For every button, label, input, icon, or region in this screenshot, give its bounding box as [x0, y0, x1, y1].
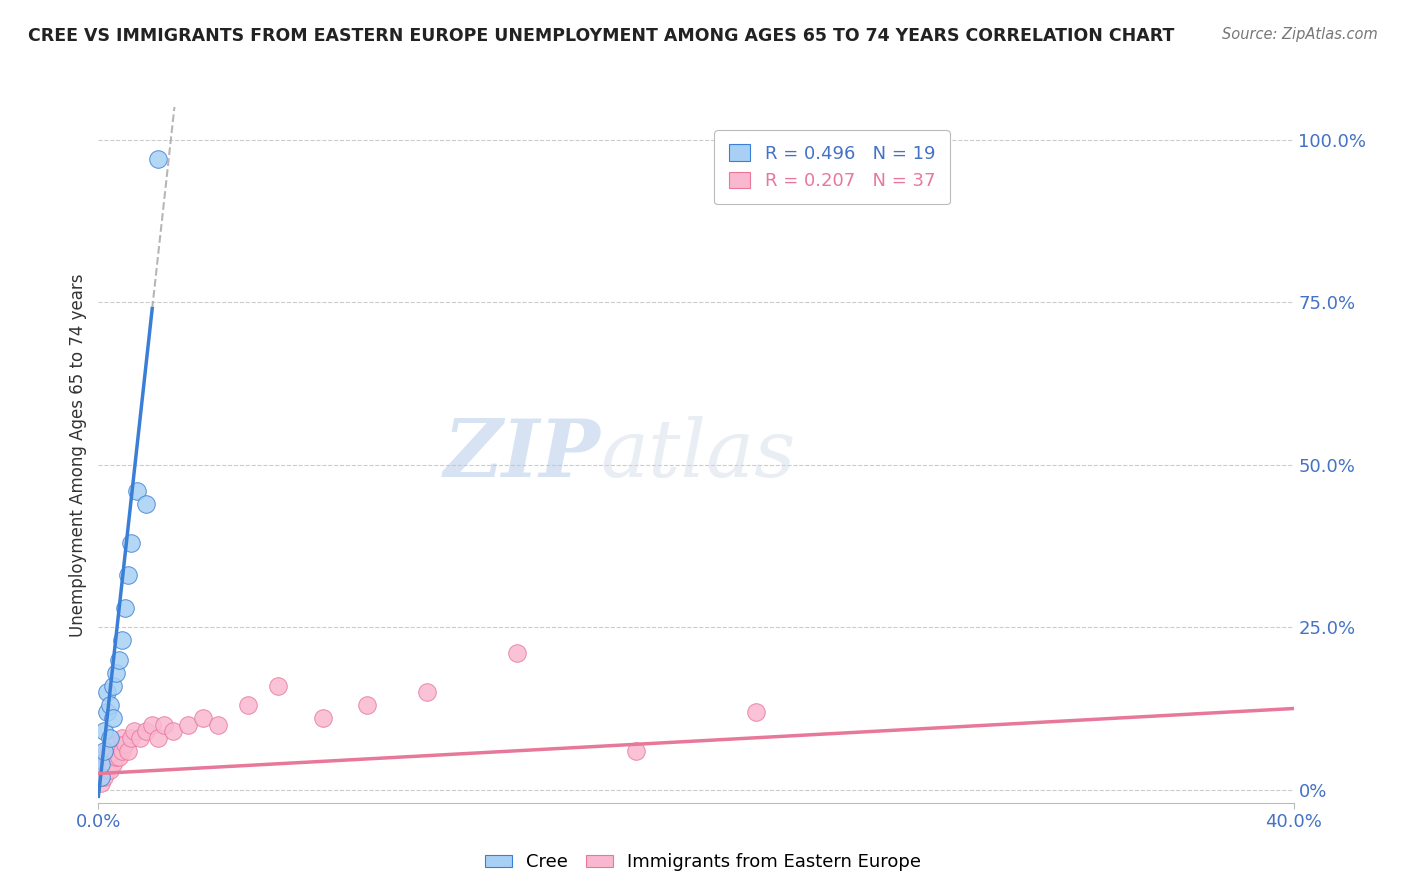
Point: [124, 724, 146, 739]
Point: [100, 698, 122, 713]
Point: [103, 711, 125, 725]
Point: [153, 718, 176, 732]
Point: [96, 705, 118, 719]
Point: [120, 535, 142, 549]
Point: [120, 731, 142, 745]
Point: [93, 756, 115, 771]
Point: [311, 711, 333, 725]
Point: [416, 685, 439, 699]
Point: [96, 750, 118, 764]
Point: [127, 483, 149, 498]
Point: [90, 770, 112, 784]
Point: [105, 750, 128, 764]
Point: [108, 653, 131, 667]
Y-axis label: Unemployment Among Ages 65 to 74 years: Unemployment Among Ages 65 to 74 years: [69, 273, 87, 637]
Point: [177, 718, 200, 732]
Text: ZIP: ZIP: [443, 417, 600, 493]
Point: [162, 724, 184, 739]
Point: [117, 744, 139, 758]
Point: [93, 770, 115, 784]
Point: [135, 724, 157, 739]
Point: [207, 718, 229, 732]
Point: [626, 744, 648, 758]
Point: [108, 750, 131, 764]
Point: [105, 665, 128, 680]
Point: [103, 744, 125, 758]
Point: [100, 750, 122, 764]
Point: [506, 646, 529, 660]
Point: [111, 731, 134, 745]
Point: [191, 711, 214, 725]
Legend: Cree, Immigrants from Eastern Europe: Cree, Immigrants from Eastern Europe: [477, 847, 929, 879]
Point: [148, 731, 170, 745]
Point: [267, 679, 290, 693]
Point: [111, 633, 134, 648]
Point: [103, 679, 125, 693]
Point: [90, 764, 112, 778]
Point: [96, 764, 118, 778]
Point: [93, 724, 115, 739]
Legend: R = 0.496   N = 19, R = 0.207   N = 37: R = 0.496 N = 19, R = 0.207 N = 37: [714, 130, 950, 204]
Point: [114, 737, 136, 751]
Point: [129, 731, 152, 745]
Point: [103, 756, 125, 771]
Point: [96, 744, 118, 758]
Point: [745, 705, 768, 719]
Text: Source: ZipAtlas.com: Source: ZipAtlas.com: [1222, 27, 1378, 42]
Point: [96, 685, 118, 699]
Point: [141, 718, 163, 732]
Point: [356, 698, 378, 713]
Point: [236, 698, 259, 713]
Point: [117, 568, 139, 582]
Point: [135, 497, 157, 511]
Text: atlas: atlas: [600, 417, 796, 493]
Point: [90, 756, 112, 771]
Point: [100, 731, 122, 745]
Point: [100, 764, 122, 778]
Point: [93, 744, 115, 758]
Point: [148, 152, 170, 166]
Point: [111, 744, 134, 758]
Point: [105, 737, 128, 751]
Point: [114, 600, 136, 615]
Text: CREE VS IMMIGRANTS FROM EASTERN EUROPE UNEMPLOYMENT AMONG AGES 65 TO 74 YEARS CO: CREE VS IMMIGRANTS FROM EASTERN EUROPE U…: [28, 27, 1174, 45]
Point: [90, 776, 112, 790]
